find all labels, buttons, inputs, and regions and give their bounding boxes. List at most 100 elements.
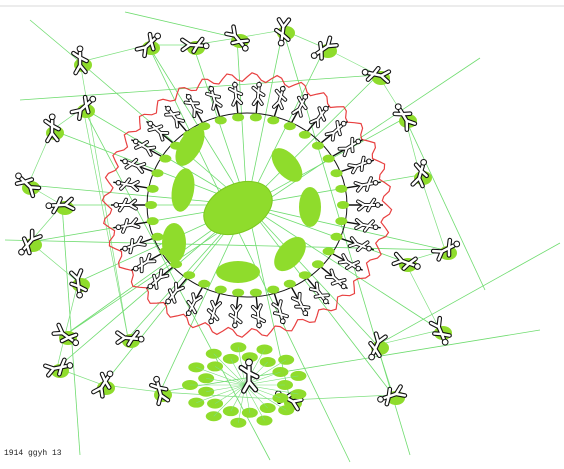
figure-head — [154, 32, 162, 40]
arrow-ray — [124, 11, 238, 39]
cell — [171, 168, 195, 212]
figure-body — [225, 25, 249, 47]
figure-head — [137, 335, 145, 343]
ring-blob — [249, 288, 262, 297]
arrow-ray — [159, 329, 541, 393]
figure-body — [309, 282, 329, 301]
inner-cells — [162, 126, 321, 283]
ray — [246, 29, 284, 206]
figure-body — [239, 364, 259, 393]
figure-head — [394, 103, 402, 111]
cluster-link — [213, 353, 246, 386]
figure-body — [119, 178, 139, 191]
ray — [246, 74, 379, 206]
figure-head — [441, 338, 449, 346]
ring-blob — [298, 271, 311, 280]
ring-blob — [298, 130, 311, 139]
figure-head — [372, 179, 379, 186]
figure-body — [228, 86, 243, 106]
figure-body — [15, 176, 41, 198]
figure-head — [377, 395, 384, 403]
cluster-link — [196, 384, 246, 403]
figure-head — [115, 224, 122, 231]
figure-head — [106, 370, 114, 378]
figure-head — [355, 138, 362, 145]
figure-head — [366, 158, 372, 165]
figure-body — [150, 381, 170, 405]
figure-head — [76, 45, 84, 53]
figure-body — [272, 89, 287, 110]
ring-blob — [267, 116, 280, 125]
caption: 1914 ggyh 13 — [4, 449, 62, 458]
figure-head — [302, 94, 309, 100]
figure-body — [348, 237, 369, 252]
figure-head — [48, 113, 56, 121]
arrow-ray — [64, 57, 481, 336]
outer-figures — [14, 17, 461, 412]
cluster-link — [206, 378, 246, 386]
link — [289, 394, 394, 401]
figure-body — [411, 163, 428, 188]
figure-body — [116, 330, 140, 346]
figure-body — [135, 32, 157, 57]
rays — [4, 11, 561, 463]
cell — [216, 261, 260, 283]
ray — [246, 204, 406, 263]
cluster-link — [244, 384, 265, 421]
figure-head — [256, 322, 262, 329]
figure-head — [208, 85, 215, 92]
figure-body — [92, 372, 111, 398]
link — [159, 391, 291, 401]
figure-body — [431, 238, 456, 261]
figure-head — [208, 318, 215, 325]
figure-head — [89, 95, 97, 103]
figure-body — [181, 37, 205, 53]
cluster-link — [214, 384, 246, 404]
figure-body — [315, 36, 338, 60]
cell — [271, 148, 303, 182]
figure-body — [355, 219, 375, 232]
figure-body — [338, 137, 357, 157]
figure-body — [148, 124, 169, 141]
ring-blob — [145, 201, 157, 209]
figure-body — [168, 282, 184, 303]
figure-head — [72, 339, 80, 347]
figure-head — [310, 52, 318, 59]
figure-head — [185, 310, 192, 316]
ring-blob — [330, 169, 343, 178]
figure-body — [252, 86, 265, 106]
ray — [246, 204, 394, 396]
figure-body — [184, 98, 203, 118]
figure-head — [153, 375, 160, 383]
figure-head — [115, 179, 122, 186]
ring-blob — [214, 116, 227, 125]
figure-body — [272, 300, 288, 320]
figure-head — [185, 94, 192, 100]
ring-blob — [214, 285, 227, 294]
figure-body — [125, 158, 146, 173]
figure-body — [382, 385, 407, 406]
ring-blob — [283, 279, 296, 288]
arrow-ray — [19, 74, 379, 101]
figure-body — [120, 218, 140, 233]
figure-body — [310, 107, 326, 128]
figure-head — [232, 322, 238, 329]
figure-body — [52, 323, 78, 343]
figure-body — [70, 95, 92, 120]
arrow-ray — [147, 44, 351, 463]
figure-body — [165, 109, 185, 128]
nucleus — [203, 180, 273, 236]
figure-head — [340, 120, 347, 127]
ring-blob — [335, 184, 348, 193]
ring-blob — [337, 201, 349, 209]
figure-head — [202, 42, 210, 50]
cluster-link — [230, 358, 246, 386]
link — [64, 281, 79, 336]
ring-blob — [330, 232, 343, 241]
figure-head — [368, 353, 375, 361]
figure-head — [66, 362, 74, 369]
figure-head — [18, 248, 25, 256]
figure-body — [338, 254, 359, 269]
figure-head — [45, 202, 53, 210]
figure-body — [50, 197, 75, 214]
